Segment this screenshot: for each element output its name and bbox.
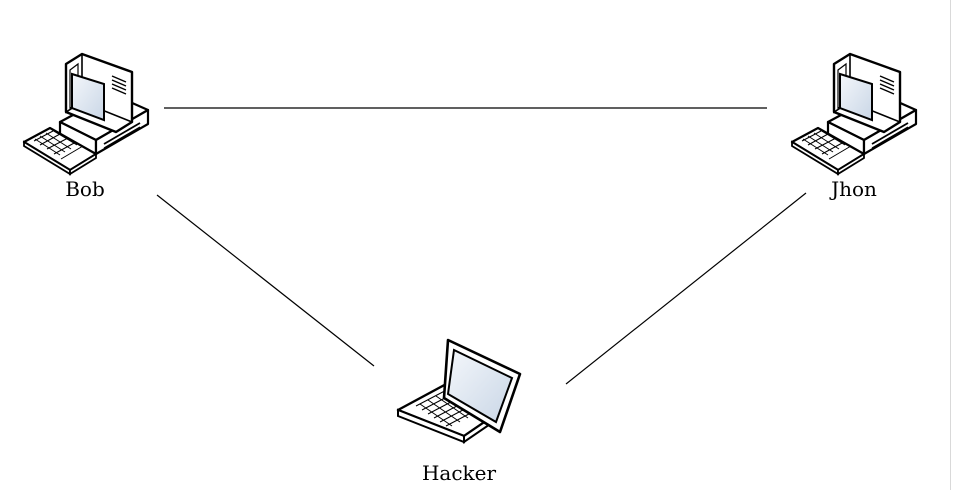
- page-edge-divider: [950, 0, 951, 490]
- node-label-hacker: Hacker: [399, 462, 519, 484]
- bob-computer-icon: [24, 54, 148, 174]
- jhon-computer-icon: [792, 54, 916, 174]
- node-label-jhon: Jhon: [794, 178, 914, 200]
- hacker-laptop-icon: [398, 340, 520, 442]
- node-label-bob: Bob: [25, 178, 145, 200]
- edge-bob-hacker: [157, 195, 374, 366]
- edge-jhon-hacker: [566, 193, 806, 384]
